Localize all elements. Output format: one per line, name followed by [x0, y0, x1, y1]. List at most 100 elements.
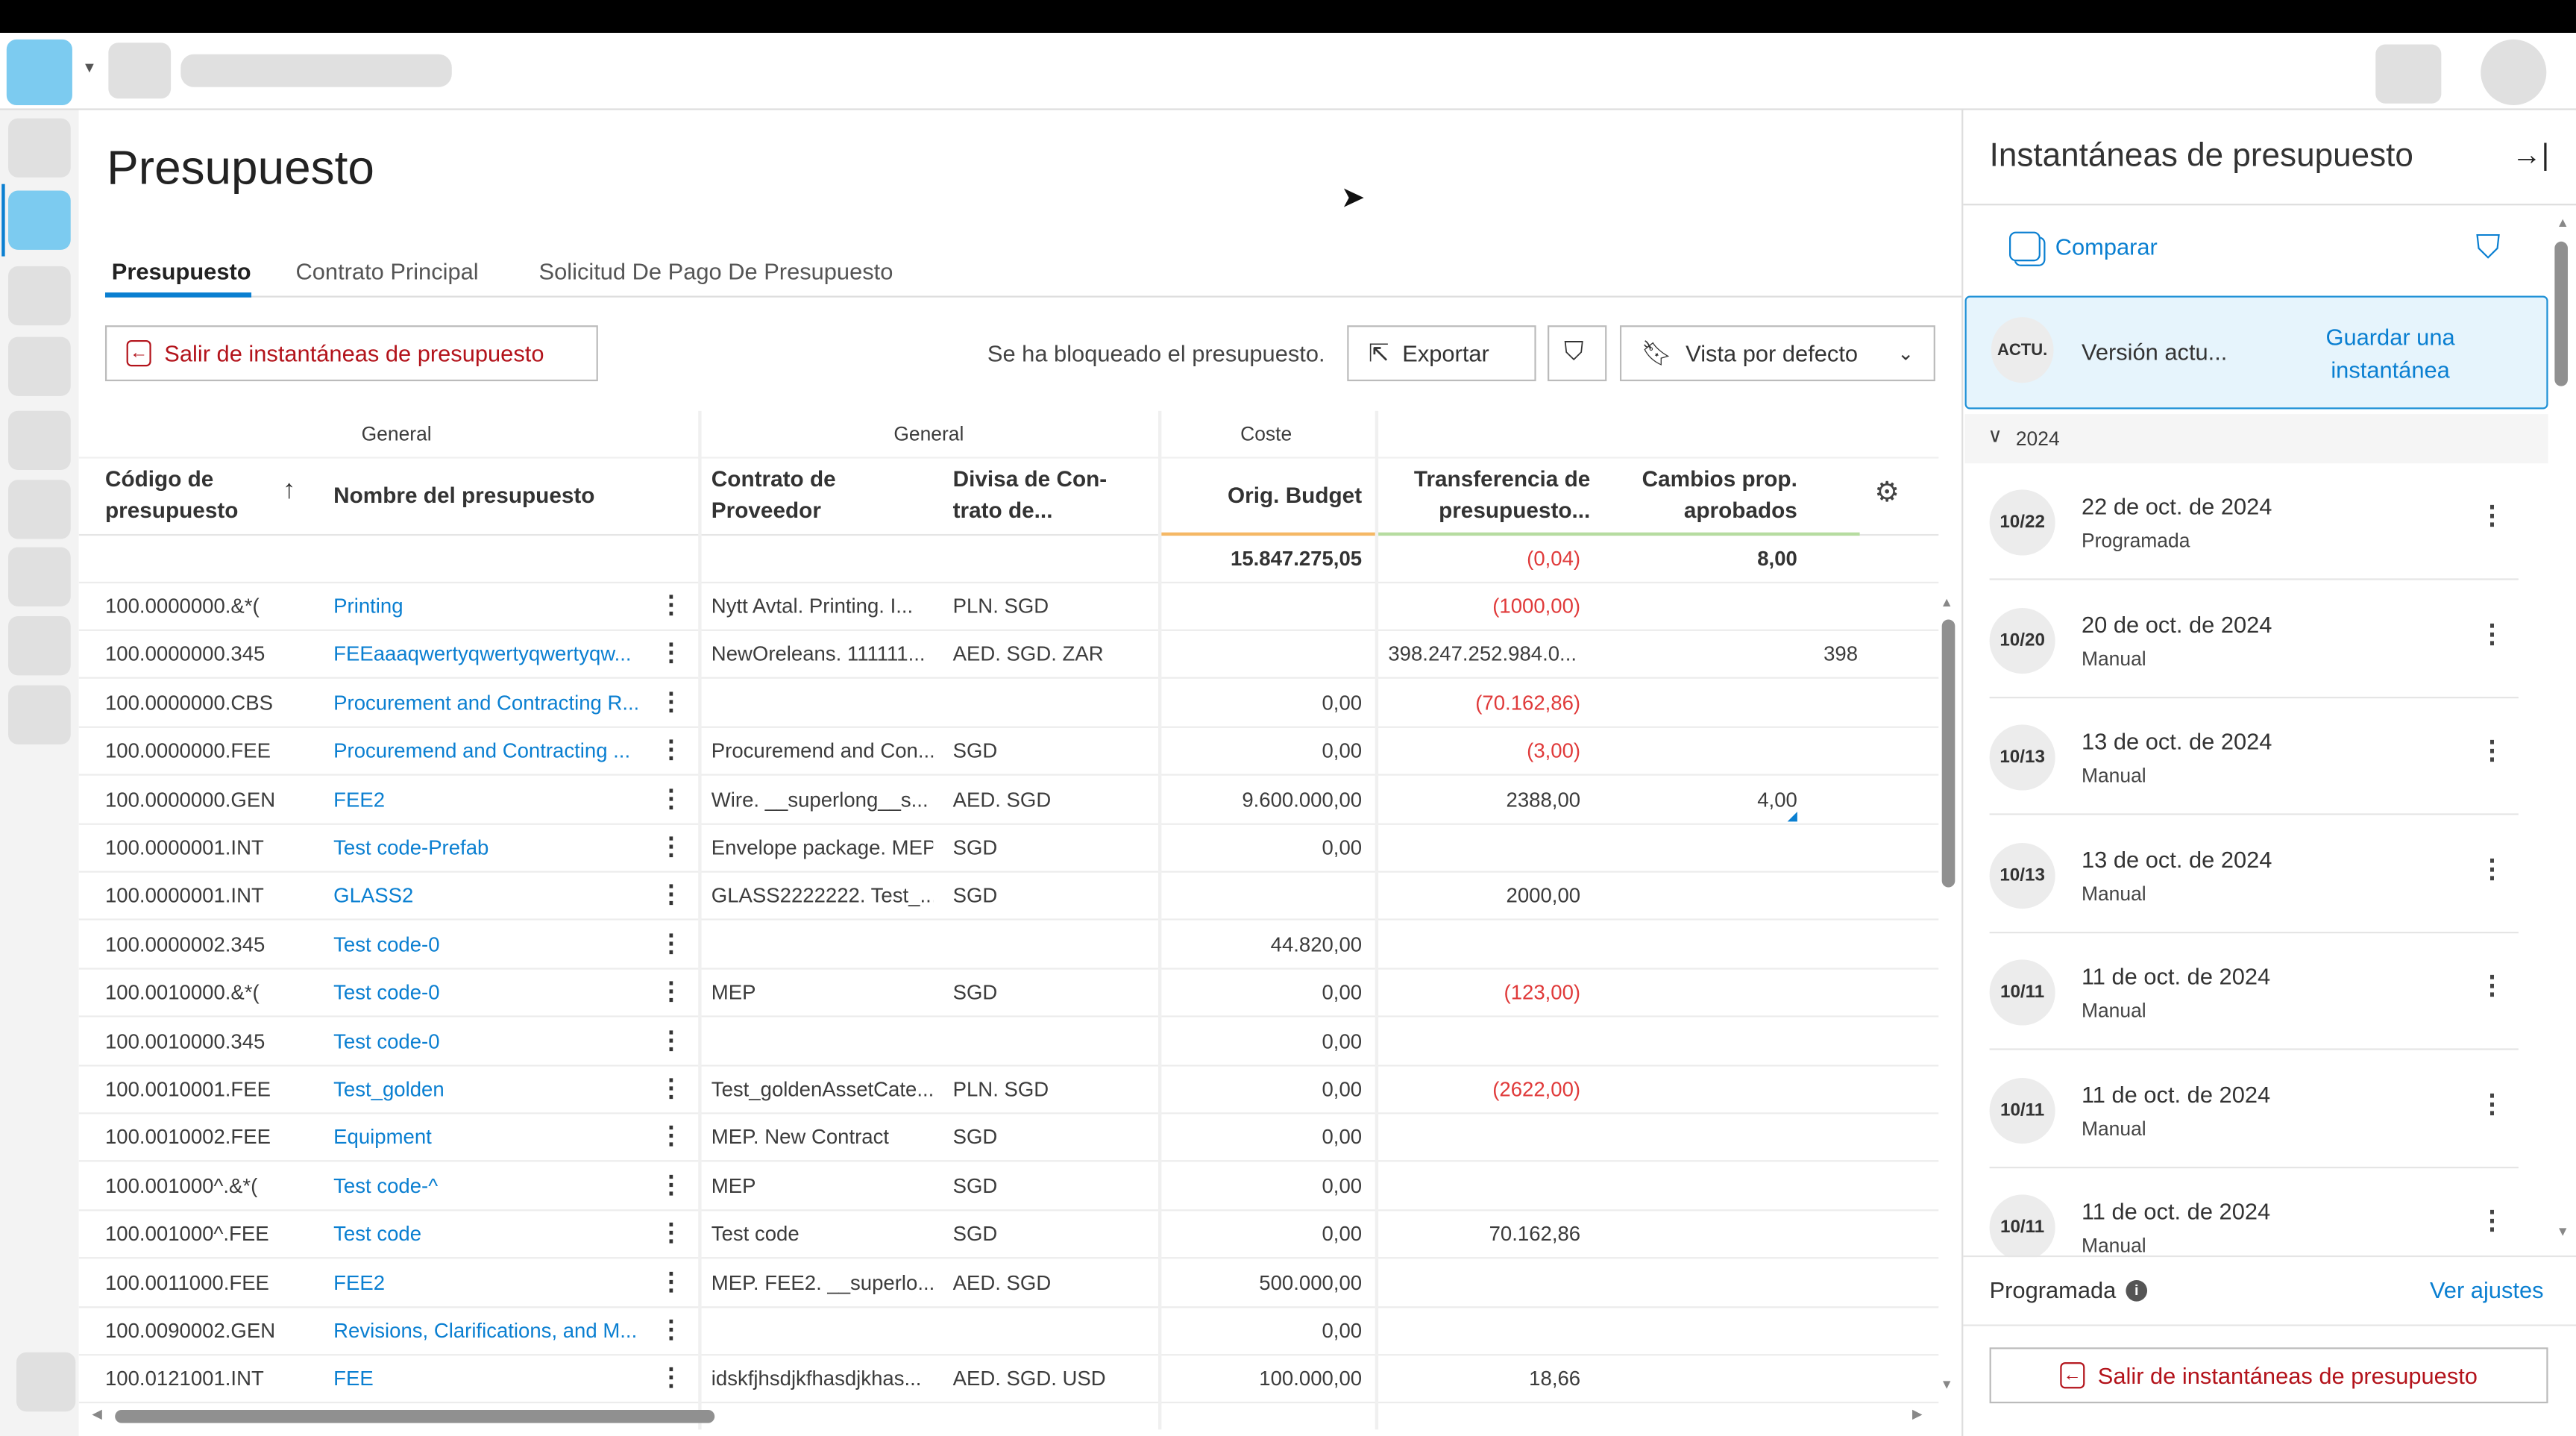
tab-presupuesto[interactable]: Presupuesto: [111, 257, 251, 285]
row-menu-icon[interactable]: ⋮: [659, 833, 684, 862]
scroll-down-arrow[interactable]: ▼: [1940, 1376, 1953, 1392]
current-version-card[interactable]: ACTU. Versión actu... Guardar una instan…: [1964, 295, 2548, 410]
table-row[interactable]: 100.0011000.FEE FEE2 ⋮ MEP. FEE2. __superlo…: [78, 1260, 1939, 1308]
snapshot-menu-icon[interactable]: ⋮: [2479, 1090, 2506, 1119]
filter-button[interactable]: ⛉: [1548, 325, 1607, 382]
budget-name-link[interactable]: Test code-0: [333, 932, 440, 956]
row-menu-icon[interactable]: ⋮: [659, 929, 684, 958]
project-icon-placeholder[interactable]: [108, 43, 172, 99]
app-logo[interactable]: [6, 39, 72, 105]
row-menu-icon[interactable]: ⋮: [659, 1074, 684, 1103]
budget-name-link[interactable]: Test code-0: [333, 1029, 440, 1053]
sidebar-item[interactable]: [8, 547, 71, 606]
tab-contrato-principal[interactable]: Contrato Principal: [295, 257, 479, 285]
row-menu-icon[interactable]: ⋮: [659, 1267, 684, 1297]
snapshot-menu-icon[interactable]: ⋮: [2479, 738, 2506, 766]
panel-exit-snapshots-button[interactable]: ← Salir de instantáneas de presupuesto: [1989, 1347, 2548, 1404]
table-row[interactable]: 100.0010000.&*(Test code-0 ⋮ MEP SGD 0,00 (12…: [78, 970, 1939, 1018]
budget-name-link[interactable]: Test code-^: [333, 1174, 439, 1198]
budget-name-link[interactable]: FEE2: [333, 788, 386, 812]
sidebar-item[interactable]: [8, 616, 71, 676]
sidebar-item[interactable]: [8, 685, 71, 744]
view-settings-link[interactable]: Ver ajustes: [2429, 1276, 2544, 1303]
sidebar-item[interactable]: [8, 336, 71, 396]
column-header-transfer[interactable]: Transferencia de presupuesto...: [1413, 466, 1591, 523]
budget-name-link[interactable]: Test code-Prefab: [333, 836, 489, 860]
year-group-header[interactable]: ∨ 2024: [1964, 414, 2548, 464]
row-menu-icon[interactable]: ⋮: [659, 978, 684, 1006]
info-icon[interactable]: i: [2126, 1279, 2148, 1301]
column-header-contract[interactable]: Contrato de Proveedor: [711, 466, 836, 523]
snapshot-menu-icon[interactable]: ⋮: [2479, 973, 2506, 1001]
budget-name-link[interactable]: FEE: [333, 1367, 374, 1391]
sidebar-item[interactable]: [8, 266, 71, 326]
row-menu-icon[interactable]: ⋮: [659, 1316, 684, 1344]
budget-name-link[interactable]: Test_golden: [333, 1078, 444, 1101]
snapshot-item[interactable]: 10/13 13 de oct. de 2024 Manual ⋮: [1989, 816, 2519, 933]
table-row[interactable]: 100.0010002.FEE Equipment ⋮ MEP. New Contra…: [78, 1114, 1939, 1163]
snapshot-item[interactable]: 10/11 11 de oct. de 2024 Manual ⋮: [1989, 1168, 2519, 1258]
column-header-changes[interactable]: Cambios prop. aprobados: [1642, 466, 1797, 523]
panel-scrollbar-thumb[interactable]: [2554, 241, 2568, 386]
collapse-panel-icon[interactable]: →|: [2512, 138, 2550, 172]
table-row[interactable]: 100.001000^.FEE Test code ⋮ Test code SGD 0,0…: [78, 1211, 1939, 1259]
panel-scroll-up-arrow[interactable]: ▲: [2556, 215, 2570, 231]
scroll-right-arrow[interactable]: ▶: [1912, 1406, 1923, 1422]
snapshot-item[interactable]: 10/13 13 de oct. de 2024 Manual ⋮: [1989, 698, 2519, 815]
sidebar-item[interactable]: [8, 410, 71, 471]
snapshot-menu-icon[interactable]: ⋮: [2479, 855, 2506, 884]
table-row[interactable]: 100.0000000.&*(Printing ⋮ Nytt Avtal. Prin…: [78, 583, 1939, 631]
column-header-name[interactable]: Nombre del presupuesto: [333, 483, 595, 508]
panel-filter-icon[interactable]: ⛉: [2475, 230, 2501, 266]
table-row[interactable]: 100.0000002.345 Test code-0 ⋮ 44.820,00: [78, 921, 1939, 970]
sidebar-item[interactable]: [8, 118, 71, 178]
budget-name-link[interactable]: Printing: [333, 595, 403, 618]
row-menu-icon[interactable]: ⋮: [659, 1123, 684, 1151]
row-menu-icon[interactable]: ⋮: [659, 592, 684, 620]
exit-snapshots-button[interactable]: ← Salir de instantáneas de presupuesto: [104, 325, 598, 382]
sidebar-item[interactable]: [8, 480, 71, 539]
snapshot-item[interactable]: 10/11 11 de oct. de 2024 Manual ⋮: [1989, 1051, 2519, 1168]
table-row[interactable]: 100.0000000.CBS Procurement and Contracti…: [78, 680, 1939, 728]
sidebar-bottom-item[interactable]: [16, 1352, 76, 1412]
snapshot-menu-icon[interactable]: ⋮: [2479, 620, 2506, 649]
sidebar-item-active[interactable]: [8, 190, 71, 250]
column-header-currency[interactable]: Divisa de Con-trato de...: [952, 466, 1108, 523]
budget-name-link[interactable]: Test code: [333, 1223, 422, 1247]
budget-name-link[interactable]: Equipment: [333, 1126, 432, 1150]
snapshot-item[interactable]: 10/20 20 de oct. de 2024 Manual ⋮: [1989, 581, 2519, 698]
snapshot-item[interactable]: 10/22 22 de oct. de 2024 Programada ⋮: [1989, 463, 2519, 580]
table-row[interactable]: 100.0000001.INT GLASS2 ⋮ GLASS2222222. Test…: [78, 874, 1939, 921]
table-row[interactable]: 100.001000^.&*(Test code-^ ⋮ MEP SGD 0,00: [78, 1163, 1939, 1211]
row-menu-icon[interactable]: ⋮: [659, 1219, 684, 1248]
compare-button[interactable]: Comparar: [2009, 231, 2158, 262]
view-select[interactable]: 🔖︎ Vista por defecto ⌄: [1619, 325, 1935, 382]
sort-ascending-icon[interactable]: ↑: [282, 476, 296, 505]
snapshot-item[interactable]: 10/11 11 de oct. de 2024 Manual ⋮: [1989, 933, 2519, 1050]
table-row[interactable]: 100.0121001.INT FEE ⋮ idskfjhsdjkfhasdjkhas…: [78, 1356, 1939, 1405]
column-header-code[interactable]: Código de presupuesto: [104, 466, 239, 523]
row-menu-icon[interactable]: ⋮: [659, 688, 684, 716]
budget-name-link[interactable]: FEE2: [333, 1271, 386, 1294]
gear-icon[interactable]: ⚙: [1874, 476, 1900, 508]
caret-down-icon[interactable]: ▼: [82, 59, 97, 76]
table-row[interactable]: 100.0090002.GEN Revisions, Clarifications…: [78, 1308, 1939, 1356]
budget-name-link[interactable]: GLASS2: [333, 884, 414, 908]
budget-name-link[interactable]: Revisions, Clarifications, and M...: [333, 1319, 638, 1343]
row-menu-icon[interactable]: ⋮: [659, 736, 684, 765]
header-action-placeholder[interactable]: [2375, 44, 2442, 104]
row-menu-icon[interactable]: ⋮: [659, 785, 684, 813]
column-header-orig-budget[interactable]: Orig. Budget: [1228, 483, 1363, 508]
horizontal-scrollbar-thumb[interactable]: [115, 1410, 715, 1423]
row-menu-icon[interactable]: ⋮: [659, 1364, 684, 1393]
scroll-left-arrow[interactable]: ◀: [92, 1406, 102, 1422]
scroll-up-arrow[interactable]: ▲: [1940, 595, 1953, 610]
project-name-placeholder[interactable]: [180, 54, 452, 87]
save-snapshot-link[interactable]: Guardar una instantánea: [2325, 323, 2455, 383]
panel-scroll-down-arrow[interactable]: ▼: [2556, 1224, 2570, 1239]
table-row[interactable]: 100.0000000.345 FEEaaaqwertyqwertyqwertyq…: [78, 632, 1939, 680]
budget-name-link[interactable]: Procurement and Contracting R...: [333, 691, 638, 715]
row-menu-icon[interactable]: ⋮: [659, 639, 684, 668]
avatar[interactable]: [2481, 39, 2547, 105]
budget-name-link[interactable]: FEEaaaqwertyqwertyqwertyqw...: [333, 643, 632, 666]
